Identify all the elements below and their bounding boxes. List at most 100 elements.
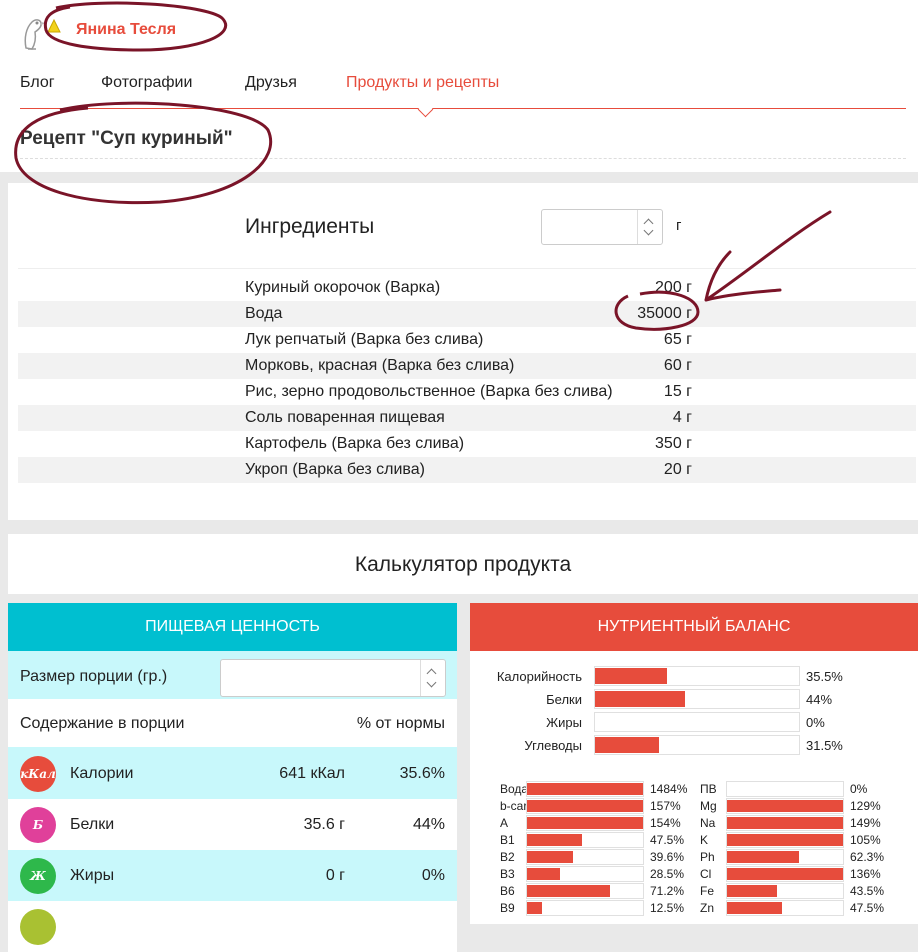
norm-label: % от нормы xyxy=(356,715,445,732)
micronutrient-label: Вода xyxy=(500,782,529,796)
micronutrient-pct: 62.3% xyxy=(850,850,885,864)
micronutrient-label: B1 xyxy=(500,833,515,847)
micronutrient-bar-fill xyxy=(727,902,783,914)
nutrient-norm-pct: 44% xyxy=(412,816,445,833)
micronutrient-row: B6 71.2% xyxy=(500,883,710,899)
balance-pct: 31.5% xyxy=(806,738,843,753)
balance-bar-track xyxy=(594,689,800,709)
micronutrient-bar-fill xyxy=(727,800,843,812)
micronutrient-pct: 154% xyxy=(650,816,681,830)
micronutrient-bar-track xyxy=(726,832,844,848)
total-weight-stepper[interactable] xyxy=(541,209,663,245)
chevron-down-icon[interactable] xyxy=(643,225,654,236)
micronutrient-bar-track xyxy=(726,798,844,814)
micronutrient-pct: 1484% xyxy=(650,782,688,796)
balance-bar-fill xyxy=(595,691,685,707)
ingredient-name: Лук репчатый (Варка без слива) xyxy=(245,331,484,348)
balance-bar-row: Жиры 0% xyxy=(470,712,918,732)
ingredient-amount: 65 г xyxy=(663,331,692,348)
micronutrient-bar-track xyxy=(526,781,644,797)
nutrient-value: 641 кКал xyxy=(279,765,345,782)
micronutrient-bar-track xyxy=(726,781,844,797)
nutrient-value: 0 г xyxy=(325,867,345,884)
micronutrient-pct: 149% xyxy=(850,816,881,830)
balance-label: Углеводы xyxy=(524,738,582,753)
nutrient-name: Белки xyxy=(70,816,115,833)
nav-products-recipes[interactable]: Продукты и рецепты xyxy=(346,74,500,91)
micronutrient-label: B9 xyxy=(500,901,515,915)
micronutrient-bar-track xyxy=(726,883,844,899)
micronutrient-label: B6 xyxy=(500,884,515,898)
balance-bar-track xyxy=(594,666,800,686)
stepper-arrows[interactable] xyxy=(420,660,445,696)
fat-icon: Ж xyxy=(20,858,56,894)
ingredient-row: Куриный окорочок (Варка) 200 г xyxy=(18,275,916,301)
stepper-arrows[interactable] xyxy=(637,210,662,244)
nutrition-row: Ж Жиры 0 г 0% xyxy=(8,850,457,901)
ingredient-amount: 350 г xyxy=(655,435,692,452)
micronutrient-row: A 154% xyxy=(500,815,710,831)
micronutrient-pct: 157% xyxy=(650,799,681,813)
profile-header: Янина Тесля Блог Фотографии Друзья Проду… xyxy=(0,0,918,172)
micronutrient-label: ПВ xyxy=(700,782,717,796)
micronutrient-label: K xyxy=(700,833,709,847)
micronutrient-row: Na 149% xyxy=(700,815,910,831)
balance-pct: 35.5% xyxy=(806,669,843,684)
micronutrient-row: K 105% xyxy=(700,832,910,848)
ingredient-list: Куриный окорочок (Варка) 200 г Вода 35000 г… xyxy=(18,275,916,483)
micronutrient-label: b-car xyxy=(500,799,528,813)
unit-label: г xyxy=(676,217,682,234)
balance-bar-row: Белки 44% xyxy=(470,689,918,709)
nutrition-row: кКал Калории 641 кКал 35.6% xyxy=(8,748,457,799)
nutrition-heading: ПИЩЕВАЯ ЦЕННОСТЬ xyxy=(8,603,457,651)
micronutrient-pct: 39.6% xyxy=(650,850,685,864)
nav-blog[interactable]: Блог xyxy=(20,74,55,91)
micronutrient-bar-track xyxy=(526,866,644,882)
ingredient-amount: 60 г xyxy=(663,357,692,374)
nutrition-row xyxy=(8,901,457,952)
balance-bar-row: Калорийность 35.5% xyxy=(470,666,918,686)
micronutrient-row: Fe 43.5% xyxy=(700,883,910,899)
micronutrient-row: B1 47.5% xyxy=(500,832,710,848)
ingredient-name: Вода xyxy=(245,305,283,322)
divider xyxy=(18,268,916,269)
micronutrient-pct: 43.5% xyxy=(850,884,885,898)
balance-heading: НУТРИЕНТНЫЙ БАЛАНС xyxy=(470,603,918,651)
nav-friends[interactable]: Друзья xyxy=(245,74,297,91)
balance-label: Калорийность xyxy=(496,669,582,684)
nutrient-norm-pct: 0% xyxy=(421,867,445,884)
ingredient-row: Соль поваренная пищевая 4 г xyxy=(18,405,916,431)
portion-size-label: Размер порции (гр.) xyxy=(20,668,168,685)
calculator-title: Калькулятор продукта xyxy=(354,553,572,576)
micronutrient-bar-track xyxy=(726,866,844,882)
micronutrient-bar-fill xyxy=(727,834,843,846)
ingredient-amount: 35000 г xyxy=(637,305,692,322)
balance-bar-row: Углеводы 31.5% xyxy=(470,735,918,755)
micronutrient-label: Ph xyxy=(700,850,715,864)
micronutrient-bar-fill xyxy=(527,868,561,880)
micronutrient-bar-track xyxy=(526,900,644,916)
nutrient-name: Жиры xyxy=(70,867,115,884)
ingredient-row: Рис, зерно продовольственное (Варка без … xyxy=(18,379,916,405)
micronutrient-label: Cl xyxy=(700,867,712,881)
micronutrient-bar-track xyxy=(726,815,844,831)
bird-logo-icon[interactable] xyxy=(18,12,68,52)
divider xyxy=(20,158,906,159)
portion-size-stepper[interactable] xyxy=(220,659,446,697)
micronutrient-bar-track xyxy=(526,832,644,848)
balance-bar-track xyxy=(594,735,800,755)
micronutrient-bar-fill xyxy=(527,902,542,914)
micronutrient-bar-track xyxy=(526,815,644,831)
ingredient-row: Укроп (Варка без слива) 20 г xyxy=(18,457,916,483)
content-header-row: Содержание в порции % от нормы xyxy=(8,699,457,747)
calories-icon: кКал xyxy=(20,756,56,792)
micronutrient-row: B2 39.6% xyxy=(500,849,710,865)
user-name-link[interactable]: Янина Тесля xyxy=(76,21,177,38)
ingredient-amount: 15 г xyxy=(663,383,692,400)
micronutrient-bar-track xyxy=(726,900,844,916)
chevron-down-icon[interactable] xyxy=(426,677,437,688)
micronutrient-row: b-car 157% xyxy=(500,798,710,814)
ingredient-row: Лук репчатый (Варка без слива) 65 г xyxy=(18,327,916,353)
nav-photos[interactable]: Фотографии xyxy=(101,74,193,91)
micronutrient-bar-fill xyxy=(527,834,583,846)
